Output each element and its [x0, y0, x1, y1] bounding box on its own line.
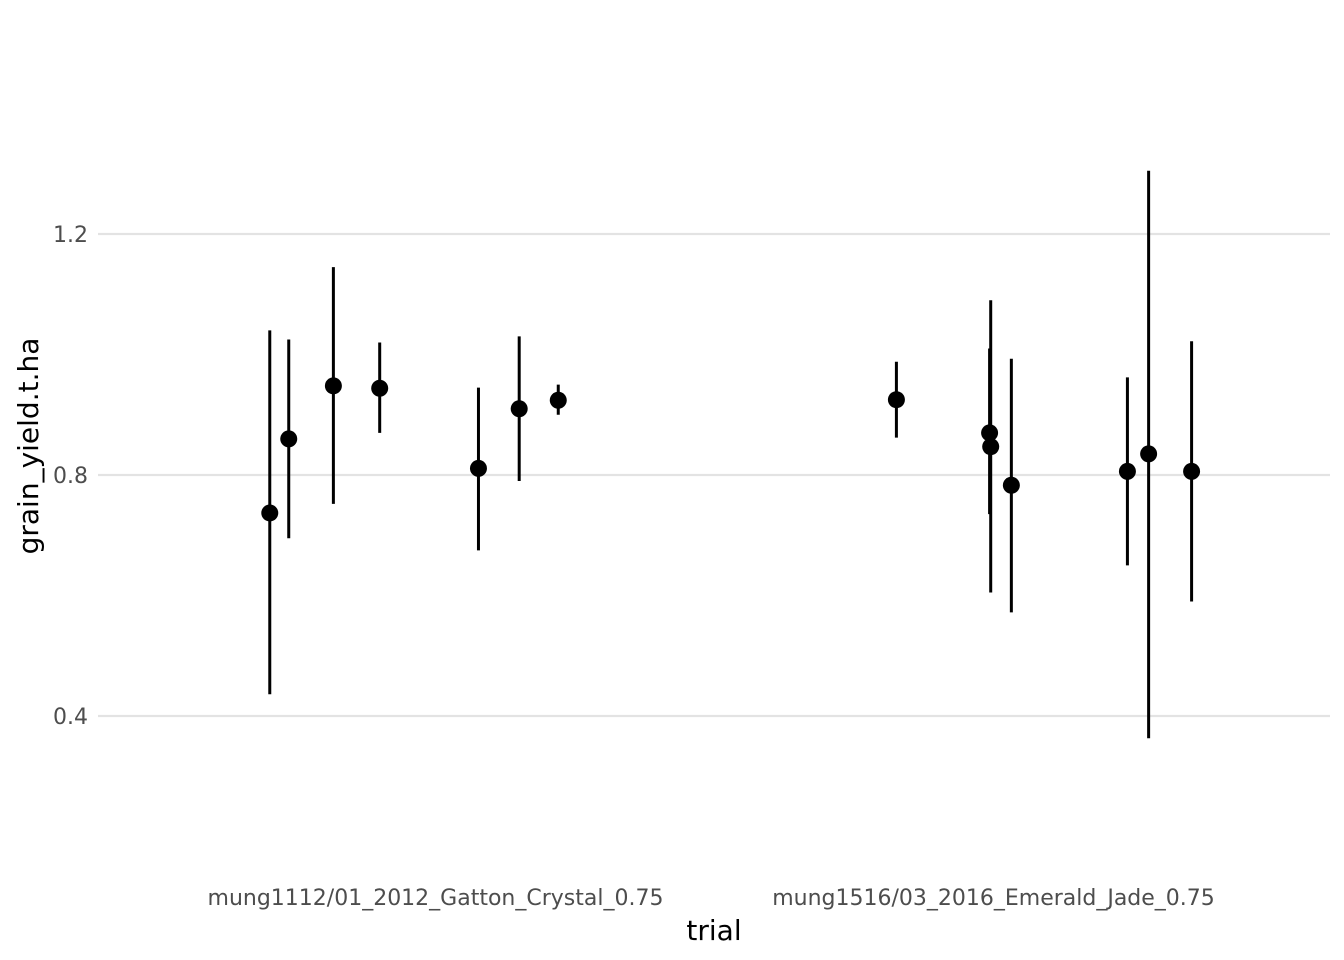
- error-bars: [268, 170, 1194, 739]
- data-point: [1183, 462, 1201, 480]
- data-point: [324, 377, 342, 395]
- data-point: [982, 438, 1000, 456]
- y-tick-label: 0.4: [53, 705, 88, 730]
- data-point: [1002, 476, 1020, 494]
- data-point: [887, 391, 905, 409]
- data-point: [1118, 462, 1136, 480]
- x-tick-label: mung1516/03_2016_Emerald_Jade_0.75: [772, 886, 1215, 911]
- data-point: [1140, 445, 1158, 463]
- data-point: [280, 430, 298, 448]
- data-point: [549, 391, 567, 409]
- y-tick-label: 1.2: [53, 223, 88, 248]
- y-tick-labels: 0.4 0.8 1.2: [53, 223, 88, 730]
- y-tick-label: 0.8: [53, 464, 88, 489]
- data-points: [261, 377, 1201, 522]
- data-point: [371, 379, 389, 397]
- x-tick-labels: mung1112/01_2012_Gatton_Crystal_0.75 mung…: [208, 886, 1215, 911]
- grid-layer: [98, 232, 1330, 718]
- data-point: [981, 424, 999, 442]
- data-point: [469, 459, 487, 477]
- x-tick-label: mung1112/01_2012_Gatton_Crystal_0.75: [208, 886, 664, 911]
- data-point: [510, 400, 528, 418]
- y-axis-title: grain_yield.t.ha: [12, 338, 45, 555]
- data-point: [261, 504, 279, 522]
- x-axis-title: trial: [686, 914, 741, 947]
